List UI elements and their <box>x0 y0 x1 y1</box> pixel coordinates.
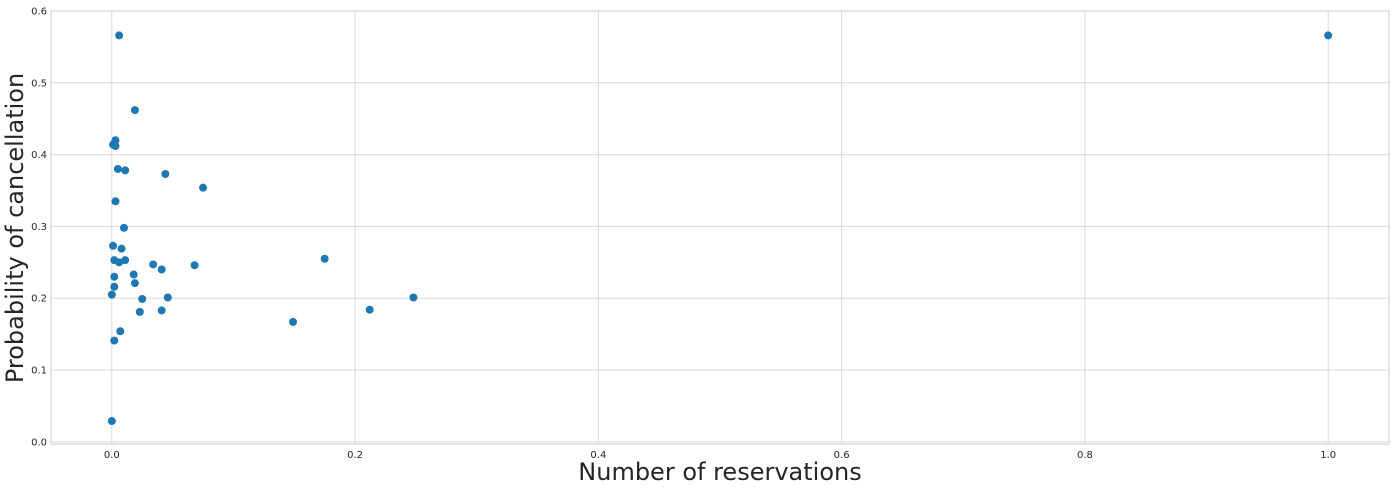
data-point <box>107 417 116 426</box>
data-point <box>121 256 130 265</box>
data-point <box>111 197 120 206</box>
data-point <box>163 293 172 302</box>
x-tick-labels: 0.0 0.2 0.4 0.6 0.8 1.0 <box>104 450 1336 461</box>
y-tick-label: 0.6 <box>31 7 47 18</box>
data-point <box>135 307 144 316</box>
data-point <box>111 141 120 150</box>
plot-frame <box>50 10 1390 445</box>
y-tick-label: 0.5 <box>31 78 47 89</box>
x-tick-label: 0.0 <box>104 450 120 461</box>
y-tick-label: 0.2 <box>31 294 47 305</box>
data-point <box>409 293 418 302</box>
y-tick-label: 0.4 <box>31 150 47 161</box>
data-point <box>190 261 199 270</box>
data-point <box>138 294 147 303</box>
y-axis-label: Probability of cancellation <box>1 73 29 383</box>
data-point <box>157 306 166 315</box>
data-point <box>1324 31 1333 40</box>
data-point <box>365 305 374 314</box>
x-tick-label: 1.0 <box>1320 450 1336 461</box>
data-point <box>110 272 119 281</box>
grid <box>51 10 1389 444</box>
data-point <box>115 258 124 267</box>
data-point <box>129 270 138 279</box>
x-axis-label: Number of reservations <box>578 458 861 486</box>
data-point <box>289 317 298 326</box>
data-point <box>119 223 128 232</box>
data-point <box>110 282 119 291</box>
data-point <box>107 290 116 299</box>
data-point <box>320 254 329 263</box>
y-tick-labels: 0.0 0.1 0.2 0.3 0.4 0.5 0.6 <box>31 7 47 449</box>
x-tick-label: 0.8 <box>1077 450 1093 461</box>
data-point <box>117 244 126 253</box>
data-point <box>157 265 166 274</box>
data-point <box>130 279 139 288</box>
data-point <box>149 260 158 269</box>
data-point <box>121 166 130 175</box>
data-point <box>110 336 119 345</box>
data-point <box>130 106 139 115</box>
data-point <box>161 170 170 179</box>
data-point <box>109 241 118 250</box>
y-tick-label: 0.3 <box>31 222 47 233</box>
x-tick-label: 0.2 <box>347 450 363 461</box>
y-tick-label: 0.1 <box>31 366 47 377</box>
data-point <box>115 31 124 40</box>
data-point <box>199 183 208 192</box>
data-point <box>113 164 122 173</box>
y-tick-label: 0.0 <box>31 437 47 448</box>
x-tick-label: 0.4 <box>590 450 606 461</box>
x-tick-label: 0.6 <box>834 450 850 461</box>
data-points <box>107 31 1333 426</box>
data-point <box>116 327 125 336</box>
